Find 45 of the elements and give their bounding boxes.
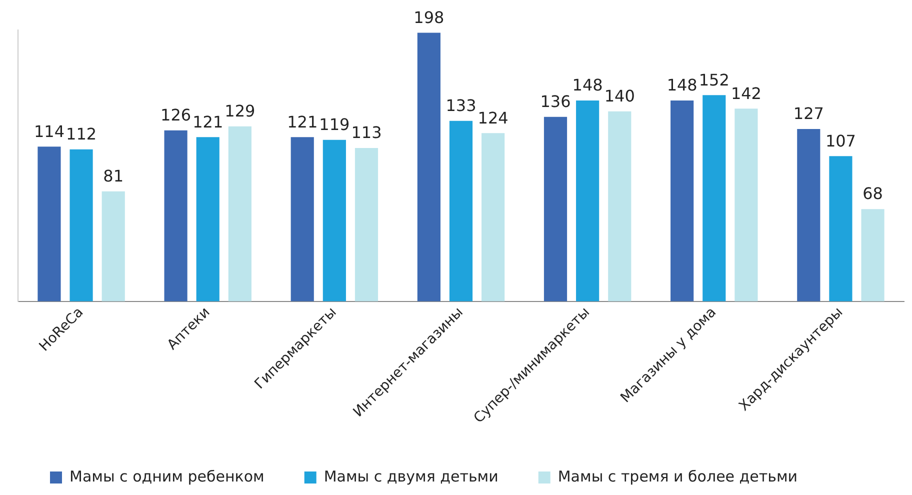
data-label: 113 [351, 123, 382, 142]
data-label: 198 [414, 8, 444, 27]
bar [797, 129, 820, 302]
bar [829, 156, 852, 302]
bar [290, 137, 314, 302]
legend-label: Мамы с двумя детьми [324, 467, 498, 486]
data-label: 148 [572, 76, 603, 95]
data-label: 129 [224, 101, 256, 120]
data-label: 107 [825, 131, 856, 150]
data-label: 121 [192, 112, 224, 132]
bar [196, 137, 220, 302]
data-label: 126 [160, 106, 192, 125]
bar [861, 209, 884, 302]
data-label: 124 [478, 108, 508, 128]
data-label: 68 [862, 184, 883, 204]
data-label: 142 [730, 84, 762, 103]
bar [417, 32, 440, 302]
bar [734, 108, 758, 302]
data-label: 112 [66, 124, 97, 144]
data-label: 127 [793, 104, 824, 124]
data-label: 119 [319, 115, 350, 134]
legend-label: Мамы с одним ребенком [70, 467, 264, 486]
bar [102, 191, 125, 302]
data-label: 152 [698, 70, 730, 90]
bar [70, 149, 93, 302]
data-label: 81 [103, 166, 124, 186]
bar [608, 111, 632, 302]
data-label: 136 [540, 92, 571, 111]
data-label: 121 [287, 112, 318, 132]
data-label: 133 [446, 96, 476, 116]
data-label: 114 [34, 122, 64, 141]
bar [38, 146, 61, 302]
bar [354, 148, 378, 302]
bar [544, 116, 568, 302]
legend-label: Мамы с тремя и более детьми [558, 467, 798, 486]
bar [164, 130, 188, 302]
bar [702, 95, 726, 302]
bar [576, 100, 600, 302]
bar [228, 126, 252, 302]
data-label: 148 [666, 76, 698, 95]
bar [670, 100, 694, 302]
bar [482, 133, 505, 302]
bar [449, 120, 473, 302]
data-label: 140 [604, 86, 635, 106]
bar [322, 140, 346, 302]
